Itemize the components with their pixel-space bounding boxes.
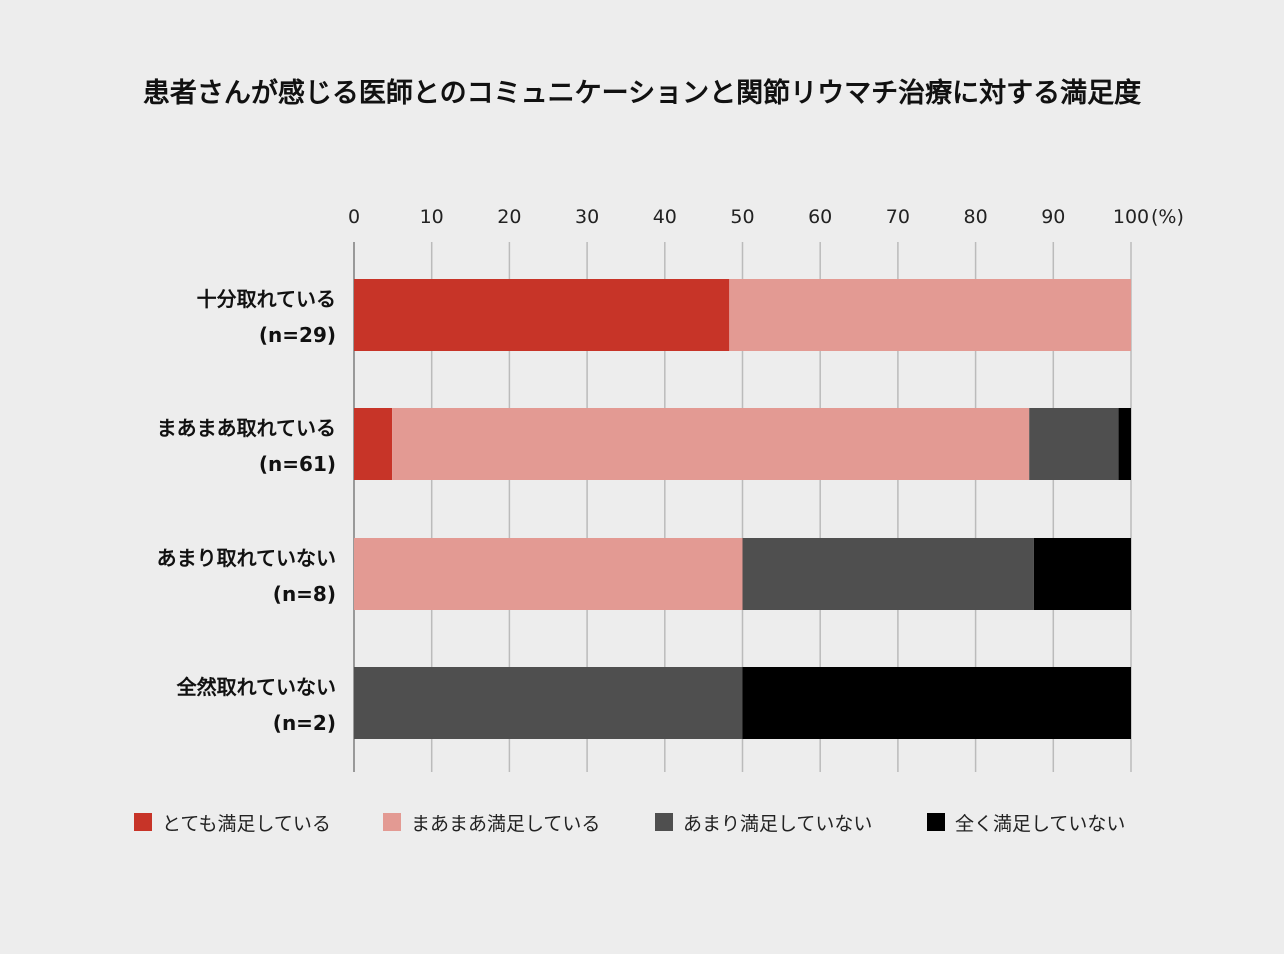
chart-title: 患者さんが感じる医師とのコミュニケーションと関節リウマチ治療に対する満足度 (143, 77, 1141, 109)
x-tick-label: 10 (420, 206, 444, 228)
x-tick-label: 80 (964, 206, 988, 228)
category-label: まあまあ取れている (157, 416, 336, 440)
x-tick-label: 50 (730, 206, 754, 228)
category-label: 十分取れている (197, 287, 336, 311)
bar-segment (354, 279, 730, 351)
x-tick-label: 90 (1041, 206, 1065, 228)
bar-segment (1118, 408, 1131, 480)
category-label: 全然取れていない (176, 675, 336, 699)
bar-segment (1033, 538, 1131, 610)
legend-swatch (927, 813, 945, 831)
x-tick-label: 40 (653, 206, 677, 228)
legend-swatch (134, 813, 152, 831)
legend-swatch (655, 813, 673, 831)
x-tick-label: 0 (348, 206, 360, 228)
legend-label: 全く満足していない (955, 813, 1125, 835)
x-unit-label: (%) (1151, 206, 1184, 228)
category-n-label: (n=2) (273, 711, 336, 735)
legend-label: まあまあ満足している (411, 813, 600, 835)
bar-segment (354, 408, 393, 480)
category-n-label: (n=29) (259, 323, 336, 347)
category-label: あまり取れていない (157, 546, 336, 570)
legend-label: とても満足している (162, 813, 331, 835)
bar-segment (392, 408, 1030, 480)
x-tick-label: 30 (575, 206, 599, 228)
x-tick-label: 20 (497, 206, 521, 228)
category-n-label: (n=61) (259, 452, 336, 476)
category-n-label: (n=8) (273, 582, 336, 606)
legend-swatch (383, 813, 401, 831)
bar-segment (742, 538, 1034, 610)
bar-segment (729, 279, 1131, 351)
bar-segment (1029, 408, 1119, 480)
bar-segment (742, 667, 1131, 739)
x-tick-label: 100 (1113, 206, 1149, 228)
bar-segment (354, 667, 743, 739)
x-tick-label: 70 (886, 206, 910, 228)
bar-segment (354, 538, 743, 610)
x-tick-label: 60 (808, 206, 832, 228)
legend-label: あまり満足していない (683, 813, 872, 835)
